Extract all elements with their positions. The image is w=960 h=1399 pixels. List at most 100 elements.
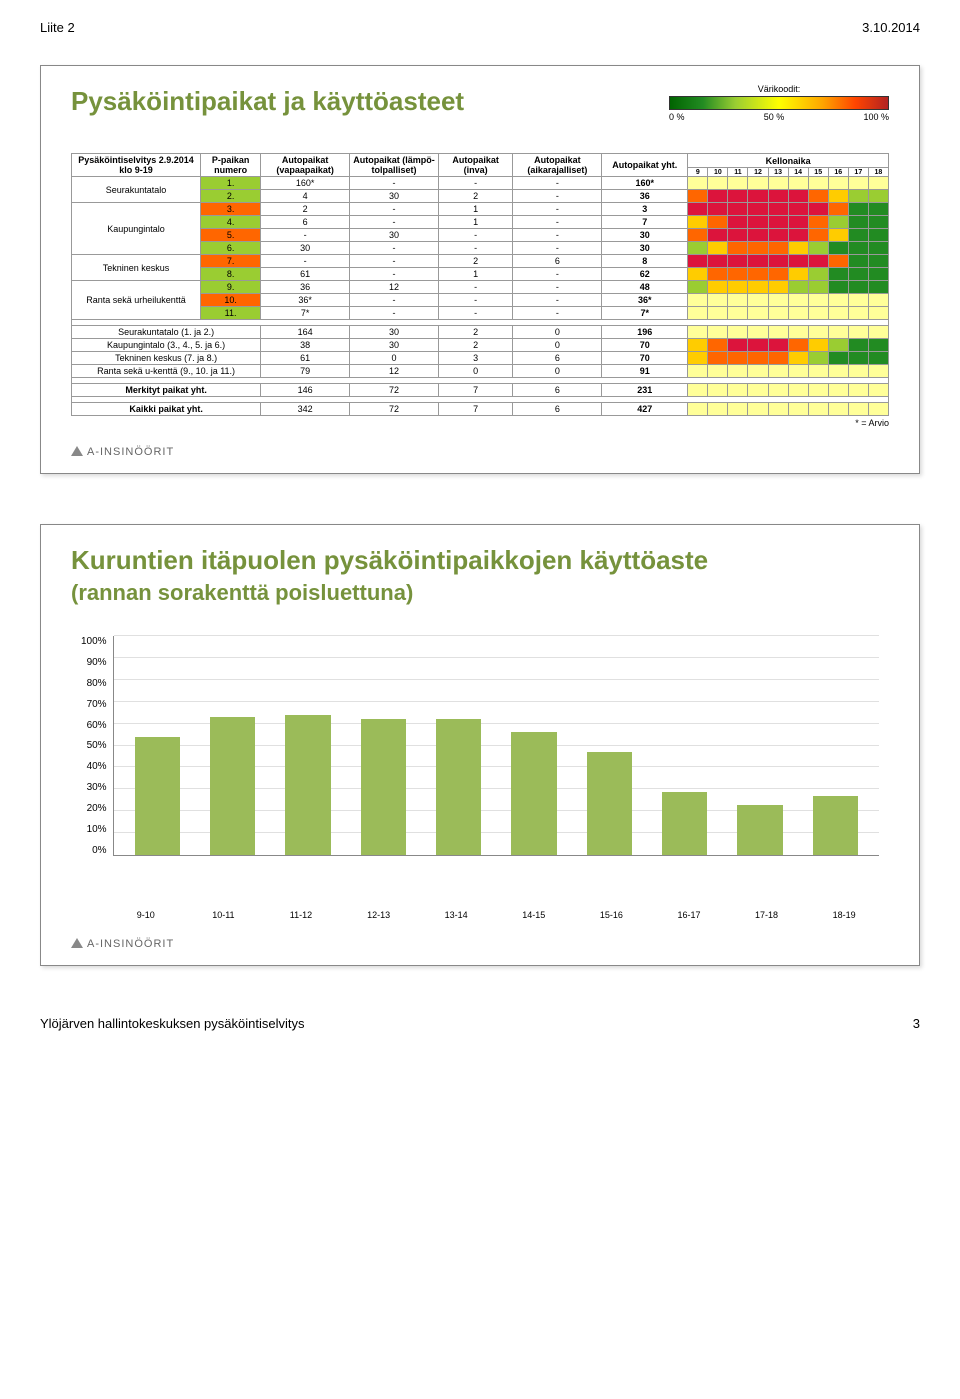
cell-total: 91 xyxy=(602,365,688,378)
cell-timed: - xyxy=(513,190,602,203)
heat-cell xyxy=(868,190,888,203)
cell-timed: 0 xyxy=(513,339,602,352)
legend-label: Värikoodit: xyxy=(669,84,889,94)
summary-label: Ranta sekä u-kenttä (9., 10. ja 11.) xyxy=(72,365,261,378)
summary-row: Seurakuntatalo (1. ja 2.)1643020196 xyxy=(72,326,889,339)
footer-page: 3 xyxy=(913,1016,920,1031)
cell-timed: - xyxy=(513,177,602,190)
col-inva: Autopaikat (inva) xyxy=(438,154,513,177)
summary-row: Ranta sekä u-kenttä (9., 10. ja 11.)7912… xyxy=(72,365,889,378)
cell-timed: 0 xyxy=(513,326,602,339)
legend-tick-1: 50 % xyxy=(764,112,785,122)
hour-header: 11 xyxy=(728,168,748,177)
heat-cell xyxy=(708,177,728,190)
heat-cell xyxy=(768,203,788,216)
heat-cell xyxy=(868,384,888,397)
heat-cell xyxy=(808,177,828,190)
heat-cell xyxy=(848,177,868,190)
footer-left: Ylöjärven hallintokeskuksen pysäköintise… xyxy=(40,1016,304,1031)
p-number: 5. xyxy=(201,229,261,242)
cell-total: 70 xyxy=(602,352,688,365)
hour-header: 14 xyxy=(788,168,808,177)
cell-heated: - xyxy=(350,255,439,268)
heat-cell xyxy=(788,403,808,416)
cell-total: 3 xyxy=(602,203,688,216)
cell-free: 36* xyxy=(261,294,350,307)
cell-timed: 6 xyxy=(513,255,602,268)
heat-cell xyxy=(848,203,868,216)
heat-cell xyxy=(748,294,768,307)
heat-cell xyxy=(788,229,808,242)
cell-total: 160* xyxy=(602,177,688,190)
heat-cell xyxy=(808,339,828,352)
cell-timed: - xyxy=(513,216,602,229)
heat-cell xyxy=(768,384,788,397)
heat-cell xyxy=(708,281,728,294)
hour-header: 16 xyxy=(828,168,848,177)
heat-cell xyxy=(808,242,828,255)
heat-cell xyxy=(748,339,768,352)
cell-free: - xyxy=(261,229,350,242)
p-number: 3. xyxy=(201,203,261,216)
p-number: 7. xyxy=(201,255,261,268)
cell-timed: - xyxy=(513,242,602,255)
heat-cell xyxy=(748,365,768,378)
cell-heated: 30 xyxy=(350,190,439,203)
y-tick: 100% xyxy=(81,636,107,647)
chart-x-axis: 9-1010-1111-1212-1313-1414-1515-1616-171… xyxy=(101,906,889,920)
cell-free: 30 xyxy=(261,242,350,255)
cell-inva: - xyxy=(438,294,513,307)
heat-cell xyxy=(848,384,868,397)
cell-free: 61 xyxy=(261,352,350,365)
slide2-title-line2: (rannan sorakenttä poisluettuna) xyxy=(71,580,889,606)
heat-cell xyxy=(828,203,848,216)
cell-free: 146 xyxy=(261,384,350,397)
heat-cell xyxy=(708,190,728,203)
group-name: Seurakuntatalo xyxy=(72,177,201,203)
heat-cell xyxy=(848,216,868,229)
heat-cell xyxy=(708,326,728,339)
legend-tick-0: 0 % xyxy=(669,112,685,122)
heat-cell xyxy=(808,326,828,339)
heat-cell xyxy=(868,339,888,352)
total-row: Kaikki paikat yht.3427276427 xyxy=(72,403,889,416)
heat-cell xyxy=(808,190,828,203)
page: Liite 2 3.10.2014 Pysäköintipaikat ja kä… xyxy=(0,0,960,1061)
cell-inva: 0 xyxy=(438,365,513,378)
cell-inva: 1 xyxy=(438,216,513,229)
cell-heated: - xyxy=(350,307,439,320)
logo-text: A-INSINÖÖRIT xyxy=(87,938,174,950)
heat-cell xyxy=(708,294,728,307)
heat-cell xyxy=(728,281,748,294)
heat-cell xyxy=(688,307,708,320)
cell-inva: - xyxy=(438,229,513,242)
chart-bar xyxy=(135,737,180,855)
heat-cell xyxy=(868,281,888,294)
cell-total: 231 xyxy=(602,384,688,397)
heat-cell xyxy=(688,177,708,190)
heat-cell xyxy=(688,365,708,378)
cell-inva: - xyxy=(438,177,513,190)
heat-cell xyxy=(688,255,708,268)
heat-cell xyxy=(708,384,728,397)
heat-cell xyxy=(788,268,808,281)
hour-header: 15 xyxy=(808,168,828,177)
heat-cell xyxy=(828,307,848,320)
table-row: Kaupungintalo3.2-1-3 xyxy=(72,203,889,216)
heat-cell xyxy=(768,294,788,307)
heat-cell xyxy=(808,307,828,320)
x-tick: 11-12 xyxy=(262,906,340,920)
x-tick: 18-19 xyxy=(805,906,883,920)
chart-bar xyxy=(436,719,481,855)
heat-cell xyxy=(708,242,728,255)
legend-ticks: 0 % 50 % 100 % xyxy=(669,112,889,122)
heat-cell xyxy=(848,326,868,339)
color-legend: Värikoodit: 0 % 50 % 100 % xyxy=(669,84,889,122)
bar-slot xyxy=(572,636,647,855)
heat-cell xyxy=(828,326,848,339)
heat-cell xyxy=(728,403,748,416)
cell-heated: 72 xyxy=(350,384,439,397)
bar-slot xyxy=(421,636,496,855)
cell-free: 6 xyxy=(261,216,350,229)
heat-cell xyxy=(828,216,848,229)
